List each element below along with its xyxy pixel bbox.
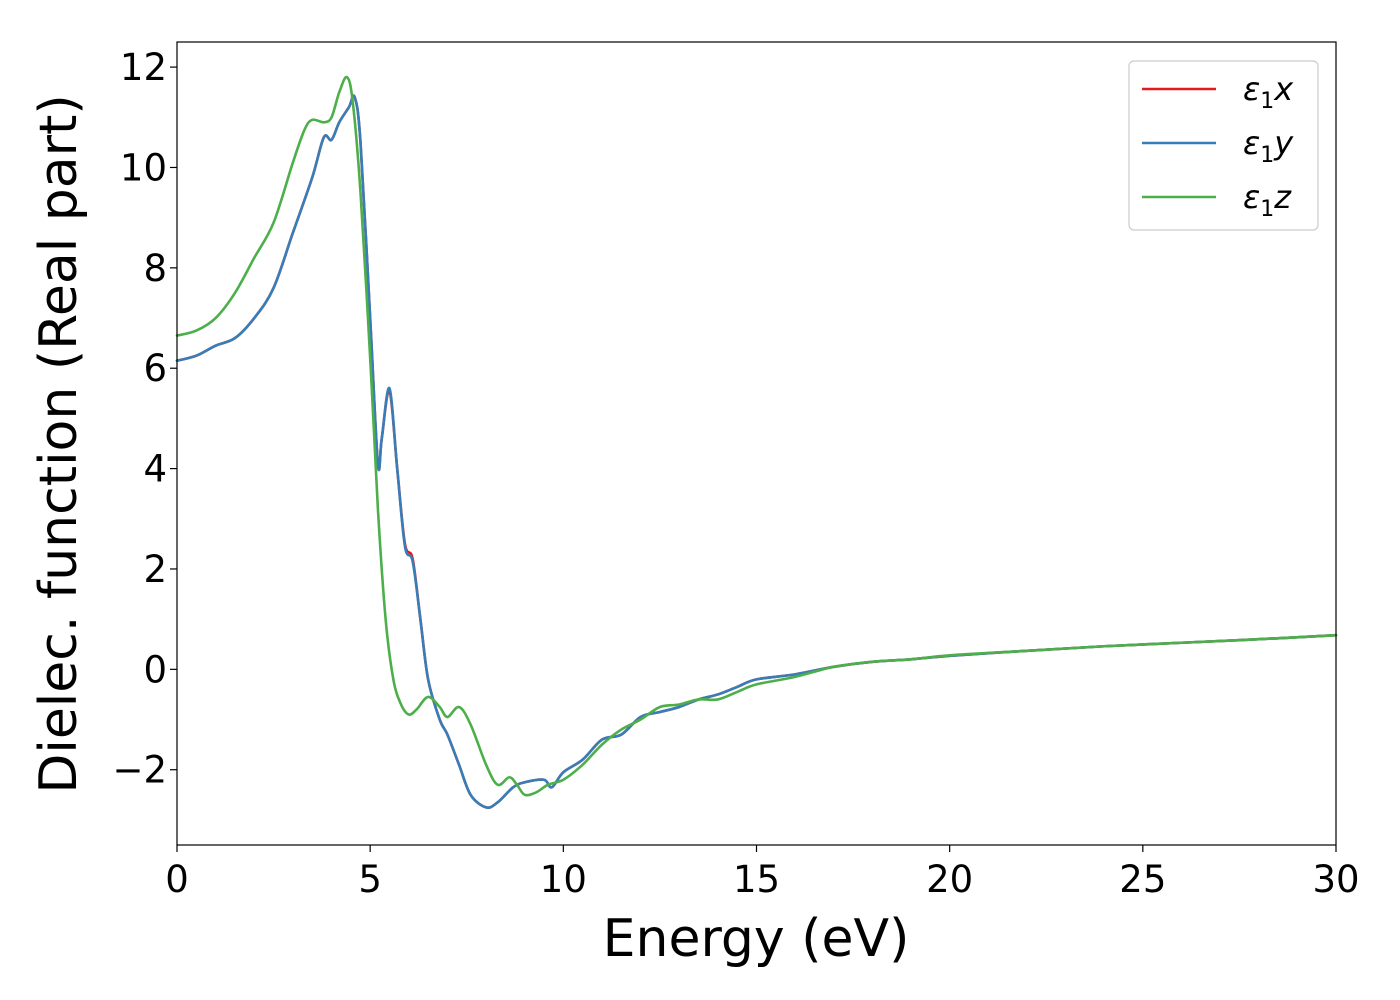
- legend-label-z: ε1z: [1243, 178, 1292, 222]
- x-tick-label: 10: [540, 858, 587, 901]
- legend-label-y: ε1y: [1243, 124, 1294, 168]
- legend-box: [1128, 60, 1319, 231]
- x-tick-label: 0: [165, 858, 189, 901]
- y-tick-label: 4: [143, 448, 167, 491]
- y-tick-label: −2: [112, 749, 167, 792]
- plot-frame: [176, 41, 1337, 846]
- y-tick-label: 8: [143, 247, 167, 290]
- legend-label-x: ε1x: [1243, 70, 1294, 114]
- x-tick-label: 30: [1312, 858, 1359, 901]
- y-tick-label: 10: [120, 146, 167, 189]
- axis-ticks: 0 5 10 15 20 25 30 −2 0 2 4 6 8 10 12: [112, 46, 1359, 901]
- y-tick-label: 12: [120, 46, 167, 89]
- y-axis-title: Dielec. function (Real part): [29, 94, 89, 793]
- series-line-y: [175, 94, 1338, 809]
- y-tick-label: 2: [143, 548, 167, 591]
- plot-lines: [175, 75, 1338, 809]
- x-tick-label: 15: [733, 858, 780, 901]
- series-line-z: [175, 75, 1338, 797]
- legend: ε1x ε1y ε1z: [1128, 60, 1319, 231]
- x-tick-label: 20: [926, 858, 973, 901]
- y-tick-label: 6: [143, 347, 167, 390]
- x-axis-title: Energy (eV): [603, 909, 910, 969]
- x-tick-label: 25: [1119, 858, 1166, 901]
- x-tick-label: 5: [358, 858, 382, 901]
- y-tick-label: 0: [143, 648, 167, 691]
